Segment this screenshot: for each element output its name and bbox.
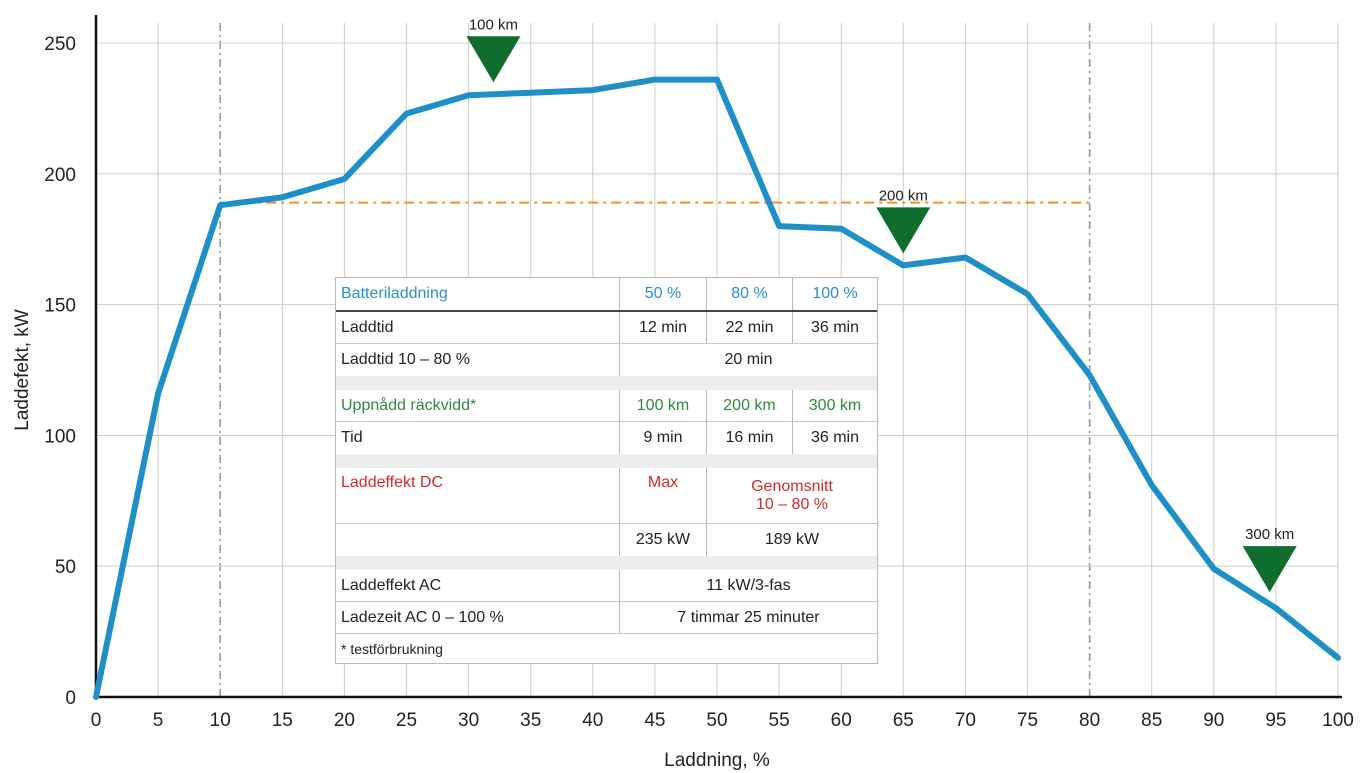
laddtid-10-80-value: 20 min — [724, 351, 773, 368]
range-marker-triangle — [466, 36, 521, 83]
range-300: 300 km — [808, 396, 862, 414]
range-marker-label: 300 km — [1245, 526, 1294, 543]
x-tick-label: 70 — [955, 710, 976, 731]
table-row-laddtid-10-80: Laddtid 10 – 80 % 20 min — [336, 344, 877, 376]
dc-max-value: 235 kW — [620, 524, 707, 556]
y-tick-label: 100 — [44, 426, 76, 447]
y-tick-label: 150 — [44, 296, 76, 317]
x-tick-label: 30 — [458, 710, 479, 731]
range-marker-label: 200 km — [879, 187, 928, 204]
tid-300: 36 min — [810, 429, 860, 446]
x-tick-label: 25 — [396, 710, 417, 731]
table-row-laddtid: Laddtid 12 min 22 min 36 min — [336, 312, 877, 344]
dc-max-label: Max — [620, 468, 707, 523]
tid-label: Tid — [336, 422, 620, 454]
table-separator — [336, 556, 877, 570]
footnote: * testförbrukning — [341, 641, 443, 657]
table-header-row: Batteriladdning 50 % 80 % 100 % — [336, 278, 877, 312]
header-50: 50 % — [620, 278, 707, 310]
header-80: 80 % — [707, 278, 793, 310]
x-tick-label: 20 — [334, 710, 355, 731]
laddtid-80: 22 min — [707, 312, 793, 343]
tid-100: 9 min — [620, 422, 707, 454]
y-tick-label: 0 — [65, 688, 76, 709]
x-axis-title: Laddning, % — [664, 750, 770, 771]
x-tick-label: 45 — [644, 710, 665, 731]
y-tick-label: 250 — [44, 34, 76, 55]
series-layer — [93, 76, 1341, 700]
dc-average-line2: 10 – 80 % — [755, 495, 829, 513]
x-tick-label: 100 — [1322, 710, 1354, 731]
y-tick-label: 50 — [55, 557, 76, 578]
x-tick-label: 35 — [520, 710, 541, 731]
range-100: 100 km — [620, 390, 707, 421]
range-marker-triangle — [1242, 546, 1297, 593]
ac-label: Laddeffekt AC — [336, 570, 620, 601]
x-tick-label: 50 — [706, 710, 727, 731]
tid-200: 16 min — [707, 422, 793, 454]
ac-time-value: 7 timmar 25 minuter — [677, 608, 820, 626]
x-tick-label: 60 — [831, 710, 852, 731]
x-tick-label: 5 — [153, 710, 164, 731]
y-axis-title: Laddefekt, kW — [12, 309, 33, 431]
x-tick-label: 0 — [91, 710, 102, 731]
range-label: Uppnådd räckvidd* — [336, 390, 620, 421]
table-row-dc-header: Laddeffekt DC Max Genomsnitt 10 – 80 % — [336, 468, 877, 524]
laddtid-100: 36 min — [810, 318, 860, 336]
dc-label: Laddeffekt DC — [336, 468, 620, 523]
dc-average-value: 189 kW — [764, 531, 820, 548]
ac-time-label: Ladezeit AC 0 – 100 % — [336, 602, 620, 633]
ac-value: 11 kW/3-fas — [706, 576, 791, 594]
range-marker-triangle — [876, 207, 931, 254]
table-separator — [336, 454, 877, 468]
axes — [94, 15, 1342, 699]
x-tick-label: 95 — [1265, 710, 1286, 731]
x-tick-label: 40 — [582, 710, 603, 731]
table-row-ac-time: Ladezeit AC 0 – 100 % 7 timmar 25 minute… — [336, 602, 877, 634]
laddtid-label: Laddtid — [336, 312, 620, 343]
x-tick-label: 80 — [1079, 710, 1100, 731]
x-tick-label: 10 — [210, 710, 231, 731]
header-100: 100 % — [812, 285, 858, 302]
table-row-tid: Tid 9 min 16 min 36 min — [336, 422, 877, 454]
laddtid-10-80-label: Laddtid 10 – 80 % — [336, 344, 620, 376]
y-tick-labels: 0 50 100 150 200 250 — [44, 34, 76, 709]
range-200: 200 km — [707, 390, 793, 421]
x-tick-label: 85 — [1141, 710, 1162, 731]
table-row-ac: Laddeffekt AC 11 kW/3-fas — [336, 570, 877, 602]
grid — [96, 23, 1339, 697]
x-tick-label: 15 — [272, 710, 293, 731]
dc-average-label: Genomsnitt 10 – 80 % — [707, 468, 877, 523]
x-tick-label: 55 — [769, 710, 790, 731]
dc-average-line1: Genomsnitt — [751, 477, 833, 495]
x-tick-label: 65 — [893, 710, 914, 731]
laddtid-50: 12 min — [620, 312, 707, 343]
header-label: Batteriladdning — [336, 278, 620, 310]
x-tick-label: 90 — [1203, 710, 1224, 731]
table-row-dc-values: 235 kW 189 kW — [336, 524, 877, 556]
range-marker-label: 100 km — [469, 16, 518, 33]
y-tick-label: 200 — [44, 165, 76, 186]
x-tick-label: 75 — [1017, 710, 1038, 731]
table-separator — [336, 376, 877, 390]
table-row-range-header: Uppnådd räckvidd* 100 km 200 km 300 km — [336, 390, 877, 422]
x-tick-labels: 0 5 10 15 20 25 30 35 40 45 50 55 60 65 70 75 80 85 90 95 10… — [91, 710, 1354, 731]
dc-values-label — [336, 524, 620, 556]
charging-info-table: Batteriladdning 50 % 80 % 100 % Laddtid … — [335, 277, 878, 664]
table-row-note: * testförbrukning — [336, 634, 877, 664]
